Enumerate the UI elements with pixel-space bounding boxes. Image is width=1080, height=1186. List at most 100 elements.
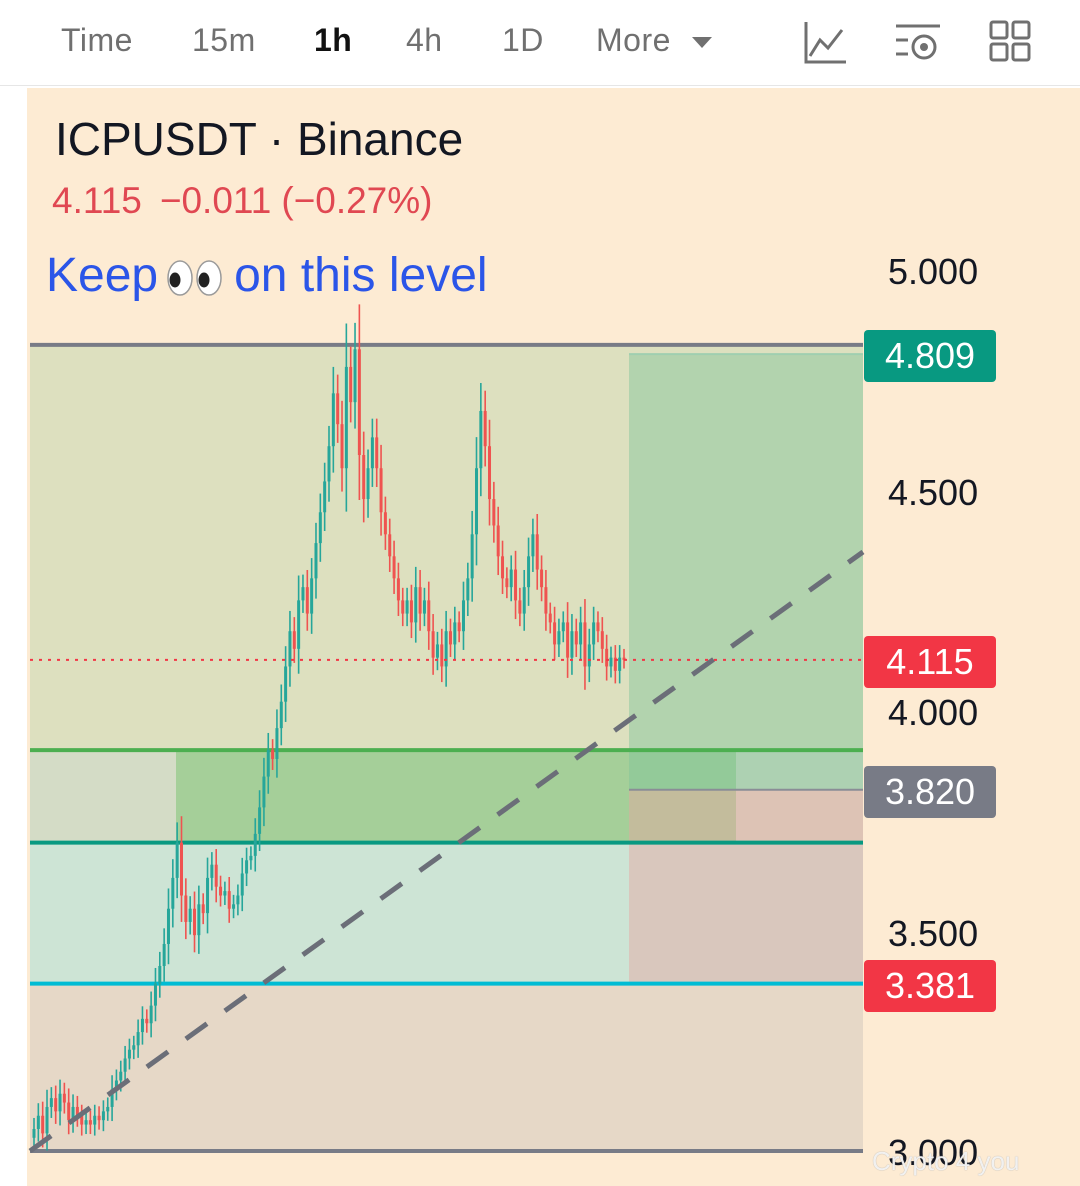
candle-body	[453, 622, 457, 645]
candle-body	[336, 393, 340, 425]
candle-body	[405, 600, 409, 614]
candle-body	[548, 613, 552, 623]
candle-body	[379, 468, 383, 513]
candle-body	[613, 657, 617, 671]
layout-grid-icon[interactable]	[986, 18, 1034, 66]
candle-body	[461, 600, 465, 632]
candle-body	[240, 873, 244, 896]
timeframe-1d[interactable]: 1D	[502, 22, 544, 58]
candle-body	[318, 512, 322, 544]
candle-body	[570, 631, 574, 658]
candle-body	[236, 895, 240, 905]
timeframe-1h[interactable]: 1h	[314, 22, 353, 58]
candle-body	[136, 1032, 140, 1046]
candle-body	[271, 750, 275, 759]
candle-body	[427, 600, 431, 632]
candle-body	[153, 983, 157, 1006]
candle-body	[149, 1005, 153, 1024]
candle-body	[132, 1045, 136, 1050]
candle-body	[310, 578, 314, 614]
eyes-emoji-icon	[167, 260, 222, 297]
candle-body	[414, 587, 418, 623]
y-tick-label: 5.000	[888, 251, 979, 292]
candle-body	[540, 569, 544, 588]
candle-body	[353, 349, 357, 403]
candle-body	[479, 410, 483, 469]
candle-body	[101, 1111, 105, 1121]
candle-body	[505, 578, 509, 588]
candle-body	[340, 424, 344, 469]
candle-body	[232, 904, 236, 909]
candle-body	[579, 622, 583, 645]
candle-body	[36, 1115, 40, 1129]
candle-body	[331, 393, 335, 447]
candle-body	[448, 631, 452, 645]
candle-body	[435, 644, 439, 658]
candle-body	[106, 1106, 110, 1112]
candle-body	[470, 534, 474, 579]
candle-body	[466, 578, 470, 601]
target-price-tag: 4.809	[864, 330, 996, 382]
candle-body	[301, 587, 305, 601]
candle-body	[444, 631, 448, 667]
y-tick-label: 4.000	[888, 692, 979, 733]
candle-body	[175, 842, 179, 878]
candle-body	[253, 833, 257, 856]
candle-body	[197, 904, 201, 936]
candle-body	[440, 644, 444, 667]
y-tick-label: 3.500	[888, 913, 979, 954]
candle-body	[219, 886, 223, 896]
candle-body	[366, 468, 370, 500]
candle-body	[75, 1106, 79, 1116]
candle-body	[483, 410, 487, 447]
candle-body	[592, 622, 596, 645]
candle-body	[214, 864, 218, 887]
last-price: 4.115	[52, 180, 142, 221]
candle-body	[488, 446, 492, 500]
stop-price-tag: 3.381	[864, 960, 996, 1012]
chevron-down-icon[interactable]	[692, 37, 712, 48]
timeframe-time[interactable]: Time	[61, 22, 133, 58]
candle-body	[171, 877, 175, 909]
candle-body	[501, 556, 505, 579]
candle-body	[88, 1120, 92, 1125]
timeframe-4h[interactable]: 4h	[406, 22, 443, 58]
candle-body	[492, 499, 496, 526]
candle-body	[158, 965, 162, 984]
candle-body	[249, 855, 253, 861]
candle-body	[349, 366, 353, 403]
candle-body	[401, 600, 405, 614]
candle-body	[110, 1089, 114, 1107]
more-timeframes-button[interactable]: More	[596, 22, 671, 58]
timeframe-15m[interactable]: 15m	[192, 22, 256, 58]
candle-body	[210, 864, 214, 878]
candle-body	[527, 556, 531, 588]
candle-body	[457, 622, 461, 632]
candle-body	[531, 534, 535, 557]
candle-body	[58, 1093, 62, 1112]
candle-body	[201, 904, 205, 914]
indicators-icon[interactable]	[802, 18, 850, 66]
candle-body	[409, 600, 413, 623]
candle-body	[609, 657, 613, 667]
watermark: Crypto 4 you	[872, 1146, 1020, 1176]
candle-body	[618, 657, 622, 671]
candle-body	[362, 455, 366, 500]
candle-body	[49, 1098, 53, 1107]
price-quote: 4.115 −0.011 (−0.27%)	[52, 180, 450, 222]
candle-body	[45, 1106, 49, 1134]
candle-body	[388, 534, 392, 557]
candle-body	[344, 366, 348, 469]
current-price-tag: 4.115	[864, 636, 996, 688]
candle-body	[305, 587, 309, 614]
candle-body	[544, 587, 548, 614]
candle-body	[266, 750, 270, 777]
symbol-title: ICPUSDT · Binance	[55, 113, 464, 165]
candle-body	[284, 666, 288, 702]
candle-body	[258, 807, 262, 834]
candle-body	[297, 600, 301, 649]
candle-body	[605, 648, 609, 667]
chart-settings-icon[interactable]	[894, 18, 942, 66]
candle-body	[227, 891, 231, 909]
